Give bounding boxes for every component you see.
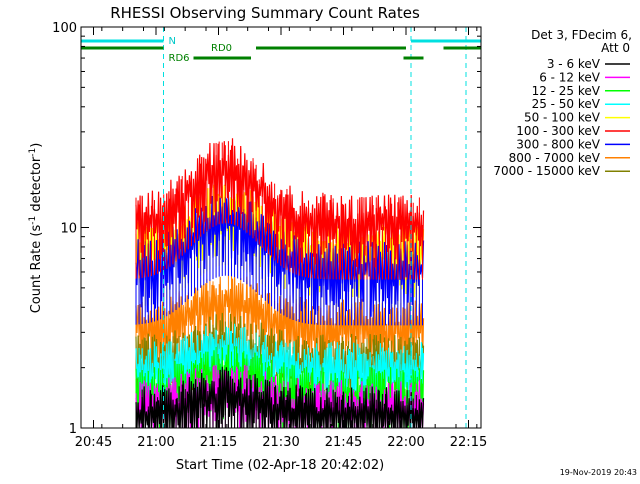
legend-entry-label: 50 - 100 keV [524, 111, 601, 125]
legend-entry-label: 6 - 12 keV [539, 70, 601, 84]
x-tick-label: 21:00 [137, 435, 174, 450]
y-axis-label-sup2: -1 [28, 148, 38, 157]
chart-title: RHESSI Observing Summary Count Rates [110, 4, 420, 22]
x-tick-label: 20:45 [75, 435, 112, 450]
legend-entry-label: 7000 - 15000 keV [493, 164, 600, 178]
legend-entry-label: 12 - 25 keV [532, 84, 601, 98]
y-axis-label-tail: detector [29, 156, 44, 216]
series-line [135, 138, 425, 271]
y-tick-label: 1 [69, 422, 77, 437]
legend-entry-label: 3 - 6 keV [547, 57, 601, 71]
series-line [135, 192, 425, 317]
legend-entry-label: 100 - 300 keV [516, 124, 600, 138]
x-tick-label: 22:00 [387, 435, 424, 450]
axis-layer: 20:45 21:00 21:15 21:30 21:45 22:00 22:15 1 10 10… [52, 21, 487, 450]
legend-entry-label: 25 - 50 keV [532, 97, 601, 111]
x-tick-label: 21:45 [325, 435, 362, 450]
series-100-300keV-trace [135, 138, 425, 280]
footer-date: 19-Nov-2019 20:43 [560, 468, 637, 477]
y-axis-label: Count Rate (s-1 detector-1) [28, 143, 44, 314]
x-tick-label: 21:15 [200, 435, 237, 450]
legend-header-line-2: Att 0 [601, 41, 630, 55]
rd6-label: RD6 [169, 53, 190, 64]
y-axis-label-main: Count Rate (s [29, 225, 44, 314]
x-tick-label: 22:15 [450, 435, 487, 450]
y-axis-label-sup1: -1 [28, 216, 38, 225]
y-axis-label-close: ) [29, 143, 44, 148]
night-label: N [169, 36, 176, 47]
legend-header-line-1: Det 3, FDecim 6, [531, 28, 632, 42]
x-tick-label: 21:30 [262, 435, 299, 450]
legend-entry-label: 800 - 7000 keV [509, 151, 601, 165]
x-axis-label: Start Time (02-Apr-18 20:42:02) [176, 458, 384, 473]
y-tick-label: 100 [52, 21, 77, 36]
series-3-6keV-trace [135, 366, 425, 429]
rd0-label: RD0 [211, 43, 232, 54]
series-line [135, 366, 425, 429]
series-line [135, 276, 425, 376]
plot-data-layer [135, 138, 425, 429]
legend-entry-label: 300 - 800 keV [516, 137, 600, 151]
y-tick-label: 10 [60, 222, 77, 237]
